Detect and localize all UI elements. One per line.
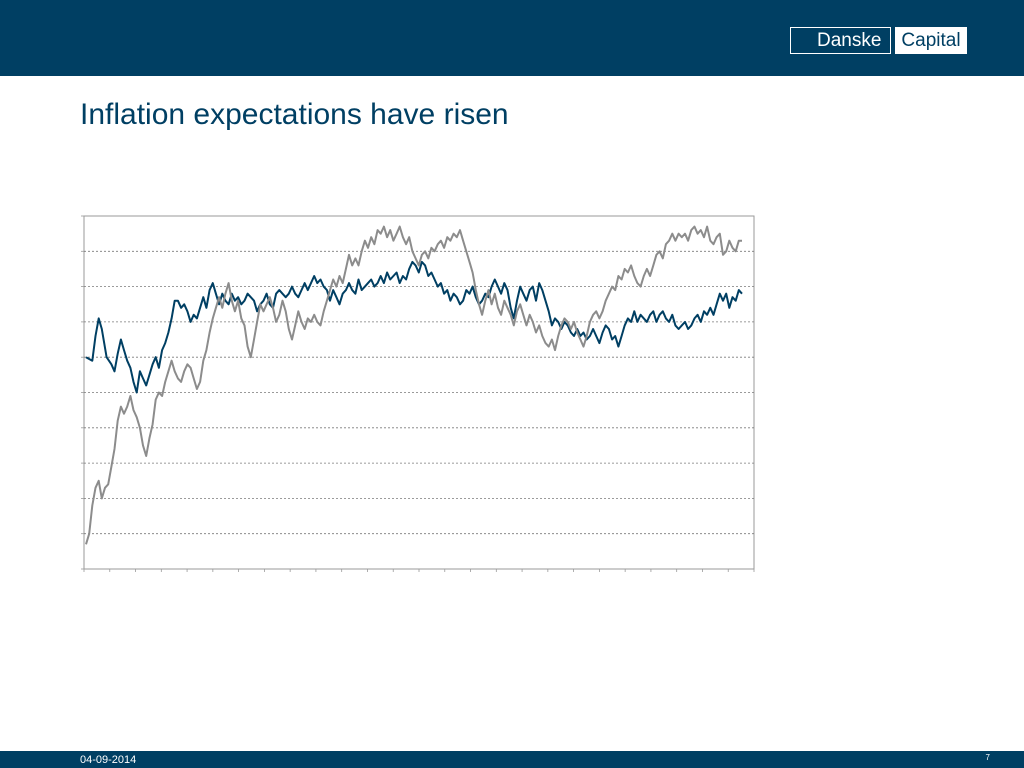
axis-ticks	[81, 215, 755, 572]
logo-text-right: Capital	[895, 27, 967, 54]
series-line-2	[85, 225, 742, 545]
series-lines	[85, 225, 743, 545]
gridlines	[84, 250, 754, 535]
logo-text-left: Danske	[790, 27, 892, 54]
footer-date: 04-09-2014	[80, 754, 137, 766]
footer-bar: 04-09-2014 7	[0, 751, 1024, 768]
danske-capital-logo: Danske Capital	[790, 27, 967, 54]
header-bar: Danske Capital	[0, 0, 1024, 76]
page-number: 7	[985, 753, 990, 762]
slide-title: Inflation expectations have risen	[80, 98, 509, 131]
series-line-1	[85, 260, 743, 394]
